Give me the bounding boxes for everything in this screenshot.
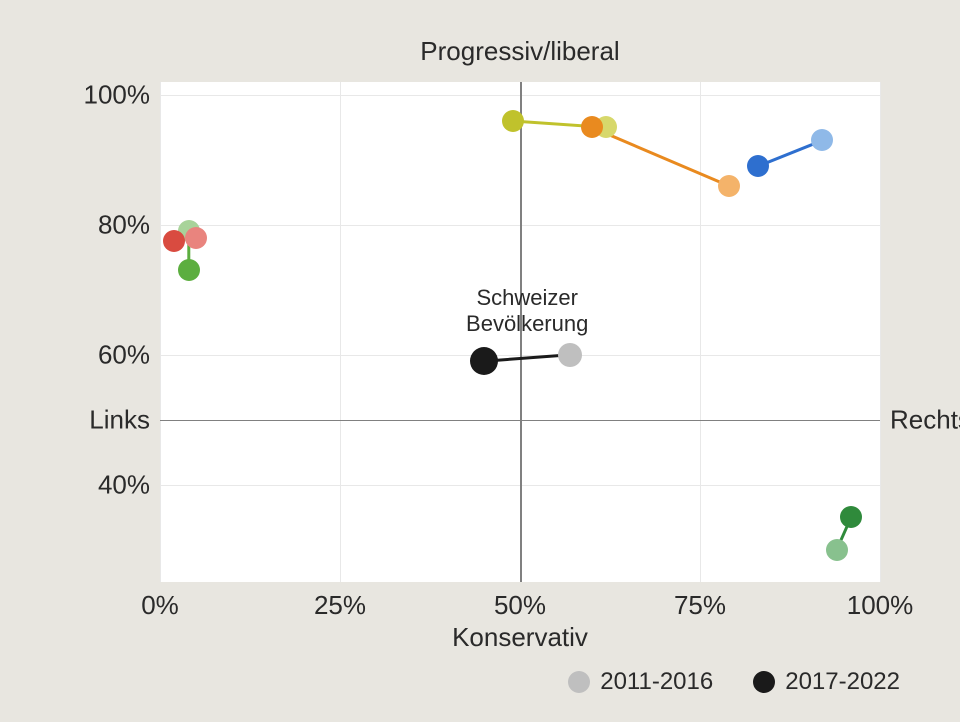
y-tick-label: 100%: [84, 79, 151, 110]
legend-dot-icon: [753, 671, 775, 693]
dot-blue-new: [747, 155, 769, 177]
legend-label: 2017-2022: [785, 668, 900, 696]
dot-red-new: [163, 230, 185, 252]
chart-canvas: SchweizerBevölkerung 40% 60% 80% 100% 0% 25% 50…: [0, 0, 960, 722]
dot-pop-new: [470, 347, 498, 375]
x-tick-label: 0%: [141, 590, 179, 621]
dot-darkgreen-old: [826, 539, 848, 561]
y-tick-label: 80%: [98, 209, 150, 240]
legend-dot-icon: [568, 671, 590, 693]
x-tick-label: 75%: [674, 590, 726, 621]
legend-label: 2011-2016: [600, 668, 713, 696]
legend-item: 2011-2016: [568, 668, 713, 696]
axis-label-right: Rechts: [890, 404, 960, 435]
y-tick-label: 60%: [98, 339, 150, 370]
dot-green-new: [178, 259, 200, 281]
dot-orange-old: [718, 175, 740, 197]
annotation-schweizer-bevoelkerung: SchweizerBevölkerung: [466, 285, 588, 338]
grid-line-x: [880, 82, 881, 582]
annotation-line1: Schweizer: [466, 285, 588, 311]
dot-blue-old: [811, 129, 833, 151]
dot-pop-old: [558, 343, 582, 367]
axis-label-bottom: Konservativ: [452, 622, 588, 653]
axis-label-left: Links: [89, 404, 150, 435]
legend-item: 2017-2022: [753, 668, 900, 696]
x-tick-label: 25%: [314, 590, 366, 621]
dot-darkgreen-new: [840, 506, 862, 528]
axis-label-top: Progressiv/liberal: [420, 36, 619, 67]
x-tick-label: 50%: [494, 590, 546, 621]
plot-area: SchweizerBevölkerung: [160, 82, 880, 582]
dot-red-old: [185, 227, 207, 249]
legend: 2011-2016 2017-2022: [568, 668, 900, 696]
annotation-line2: Bevölkerung: [466, 311, 588, 337]
x-tick-label: 100%: [847, 590, 914, 621]
dot-yellow-orange-new: [502, 110, 524, 132]
dot-orange-new: [581, 116, 603, 138]
y-tick-label: 40%: [98, 469, 150, 500]
